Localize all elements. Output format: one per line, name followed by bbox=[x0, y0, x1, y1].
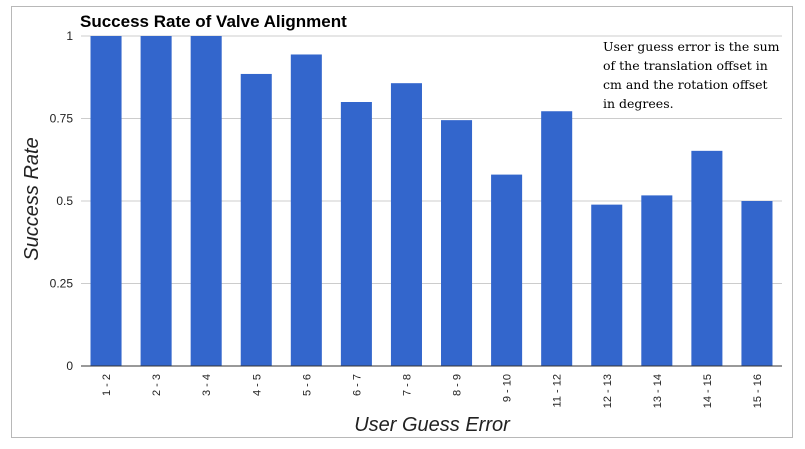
bar bbox=[541, 111, 573, 367]
x-tick-label: 11 - 12 bbox=[552, 374, 564, 407]
x-tick-label: 12 - 13 bbox=[602, 374, 614, 408]
y-tick-label: 0.5 bbox=[56, 194, 73, 208]
annotation-note: User guess error is the sum of the transl… bbox=[603, 39, 780, 111]
annotation-line: of the translation offset in bbox=[603, 58, 768, 73]
bar bbox=[340, 102, 372, 366]
x-tick-label: 2 - 3 bbox=[151, 374, 163, 396]
x-tick-label: 3 - 4 bbox=[201, 374, 213, 396]
y-tick-label: 0.75 bbox=[50, 112, 74, 126]
y-axis-ticks: 0 0.25 0.5 0.75 1 bbox=[50, 29, 74, 373]
annotation-line: cm and the rotation offset bbox=[603, 77, 768, 92]
x-tick-label: 14 - 15 bbox=[702, 374, 714, 408]
x-axis-ticks: 1 - 2 2 - 3 3 - 4 4 - 5 5 - 6 6 - 7 7 - 8 8 - 9… bbox=[101, 374, 764, 408]
bar-series bbox=[90, 36, 773, 367]
x-axis-title: User Guess Error bbox=[354, 414, 511, 436]
bar bbox=[691, 150, 723, 366]
bar bbox=[90, 36, 122, 366]
bar bbox=[140, 36, 172, 366]
bar bbox=[641, 195, 673, 366]
annotation-line: in degrees. bbox=[603, 96, 674, 111]
bar bbox=[190, 36, 222, 366]
x-tick-label: 4 - 5 bbox=[251, 374, 263, 396]
bar bbox=[491, 174, 523, 366]
y-tick-label: 0.25 bbox=[50, 277, 74, 291]
y-tick-label: 1 bbox=[66, 29, 73, 43]
x-tick-label: 8 - 9 bbox=[452, 374, 464, 396]
bar bbox=[591, 204, 623, 366]
x-tick-label: 6 - 7 bbox=[351, 374, 363, 396]
y-tick-label: 0 bbox=[66, 359, 73, 373]
bar bbox=[240, 73, 272, 366]
x-tick-label: 7 - 8 bbox=[401, 374, 413, 396]
x-tick-label: 1 - 2 bbox=[101, 374, 113, 396]
x-tick-label: 5 - 6 bbox=[301, 374, 313, 396]
bar bbox=[290, 54, 322, 366]
chart-frame: 0 0.25 0.5 0.75 1 1 - 2 2 - 3 3 - 4 4 - 5 5 - 6 6… bbox=[11, 6, 793, 438]
annotation-line: User guess error is the sum bbox=[603, 39, 780, 54]
x-tick-label: 13 - 14 bbox=[652, 374, 664, 408]
gridlines bbox=[81, 35, 782, 284]
bar bbox=[390, 83, 422, 366]
bar-chart: 0 0.25 0.5 0.75 1 1 - 2 2 - 3 3 - 4 4 - 5 5 - 6 6… bbox=[21, 12, 782, 436]
chart-title: Success Rate of Valve Alignment bbox=[80, 12, 347, 31]
x-tick-label: 9 - 10 bbox=[502, 374, 514, 402]
bar bbox=[441, 120, 473, 367]
bar bbox=[741, 201, 773, 366]
y-axis-title: Success Rate bbox=[21, 137, 43, 260]
x-tick-label: 15 - 16 bbox=[752, 374, 764, 408]
